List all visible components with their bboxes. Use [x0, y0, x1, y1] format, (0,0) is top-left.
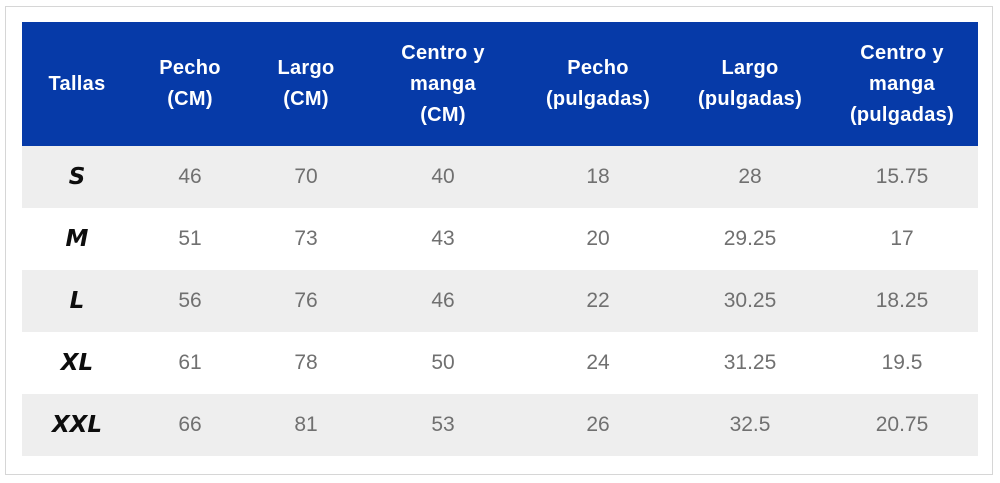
header-row: Tallas Pecho (CM) Largo (CM) Centro y ma… [22, 22, 978, 146]
largo-cm-value: 81 [294, 413, 318, 436]
pecho-pulgadas-value: 24 [586, 351, 610, 374]
largo-cm-value: 70 [294, 165, 318, 188]
header-pecho-cm: Pecho (CM) [159, 57, 221, 110]
largo-cm-value: 76 [294, 289, 318, 312]
header-largo-pulgadas: Largo (pulgadas) [697, 57, 803, 110]
centro-manga-pulgadas-value: 17 [890, 227, 914, 250]
size-label: XL [60, 350, 94, 376]
centro-manga-cm-value: 43 [431, 227, 455, 250]
centro-manga-cm-value: 40 [431, 165, 455, 188]
size-label: M [65, 226, 89, 252]
pecho-cm-value: 51 [178, 227, 202, 250]
table-row-xxl: XXL 66 81 53 26 32.5 20.75 [22, 394, 978, 456]
largo-pulgadas-value: 31.25 [723, 351, 777, 374]
pecho-pulgadas-value: 22 [586, 289, 610, 312]
pecho-cm-value: 66 [178, 413, 202, 436]
table-row-s: S 46 70 40 18 28 15.75 [22, 146, 978, 208]
table-row-l: L 56 76 46 22 30.25 18.25 [22, 270, 978, 332]
pecho-cm-value: 56 [178, 289, 202, 312]
header-tallas: Tallas [48, 72, 106, 95]
pecho-cm-value: 46 [178, 165, 202, 188]
header-centro-manga-cm: Centro y manga (CM) [401, 41, 485, 126]
size-label: S [68, 164, 86, 190]
centro-manga-pulgadas-value: 15.75 [875, 165, 929, 188]
header-pecho-pulgadas: Pecho (pulgadas) [545, 57, 651, 110]
pecho-pulgadas-value: 18 [586, 165, 610, 188]
largo-cm-value: 78 [294, 351, 318, 374]
largo-cm-value: 73 [294, 227, 318, 250]
size-chart-frame [5, 6, 993, 475]
centro-manga-pulgadas-value: 18.25 [875, 289, 929, 312]
pecho-cm-value: 61 [178, 351, 202, 374]
header-largo-cm: Largo (CM) [277, 57, 335, 110]
header-centro-manga-pulgadas: Centro y manga (pulgadas) [849, 41, 955, 126]
size-chart-table: Tallas Pecho (CM) Largo (CM) Centro y ma… [22, 22, 978, 456]
largo-pulgadas-value: 28 [738, 165, 762, 188]
largo-pulgadas-value: 29.25 [723, 227, 777, 250]
pecho-pulgadas-value: 20 [586, 227, 610, 250]
centro-manga-pulgadas-value: 19.5 [881, 351, 923, 374]
centro-manga-pulgadas-value: 20.75 [875, 413, 929, 436]
largo-pulgadas-value: 32.5 [729, 413, 771, 436]
centro-manga-cm-value: 46 [431, 289, 455, 312]
table-row-xl: XL 61 78 50 24 31.25 19.5 [22, 332, 978, 394]
size-label: L [69, 288, 85, 314]
size-label: XXL [51, 412, 103, 438]
table-row-m: M 51 73 43 20 29.25 17 [22, 208, 978, 270]
pecho-pulgadas-value: 26 [586, 413, 610, 436]
centro-manga-cm-value: 50 [431, 351, 455, 374]
largo-pulgadas-value: 30.25 [723, 289, 777, 312]
centro-manga-cm-value: 53 [431, 413, 455, 436]
